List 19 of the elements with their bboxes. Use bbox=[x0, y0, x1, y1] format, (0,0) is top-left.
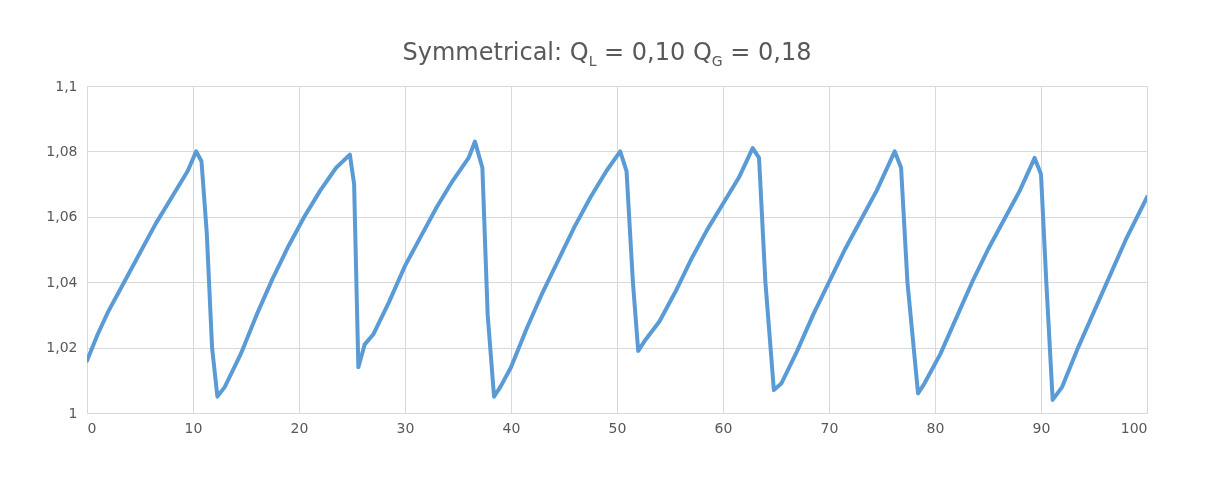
y-tick-label: 1,02 bbox=[46, 339, 78, 356]
x-tick-label: 80 bbox=[926, 419, 945, 436]
x-tick-label: 90 bbox=[1032, 419, 1051, 436]
x-tick-label: 0 bbox=[87, 419, 97, 436]
line-series bbox=[87, 139, 1147, 402]
x-tick-label: 40 bbox=[502, 419, 521, 436]
x-tick-label: 100 bbox=[1120, 419, 1148, 436]
x-tick-label: 60 bbox=[714, 419, 733, 436]
x-tick-label: 30 bbox=[396, 419, 415, 436]
x-tick-label: 50 bbox=[608, 419, 627, 436]
y-tick-label: 1 bbox=[68, 404, 78, 421]
x-tick-label: 70 bbox=[820, 419, 839, 436]
y-tick-label: 1,08 bbox=[46, 142, 78, 159]
x-tick-label: 10 bbox=[184, 419, 203, 436]
chart-title: Symmetrical: Q$_{L}$ = 0,10 Q$_{G}$ = 0,18 bbox=[401, 37, 813, 71]
y-tick-label: 1,1 bbox=[55, 77, 78, 94]
y-tick-label: 1,04 bbox=[46, 273, 78, 290]
y-tick-label: 1,06 bbox=[46, 208, 78, 225]
x-tick-label: 20 bbox=[290, 419, 309, 436]
